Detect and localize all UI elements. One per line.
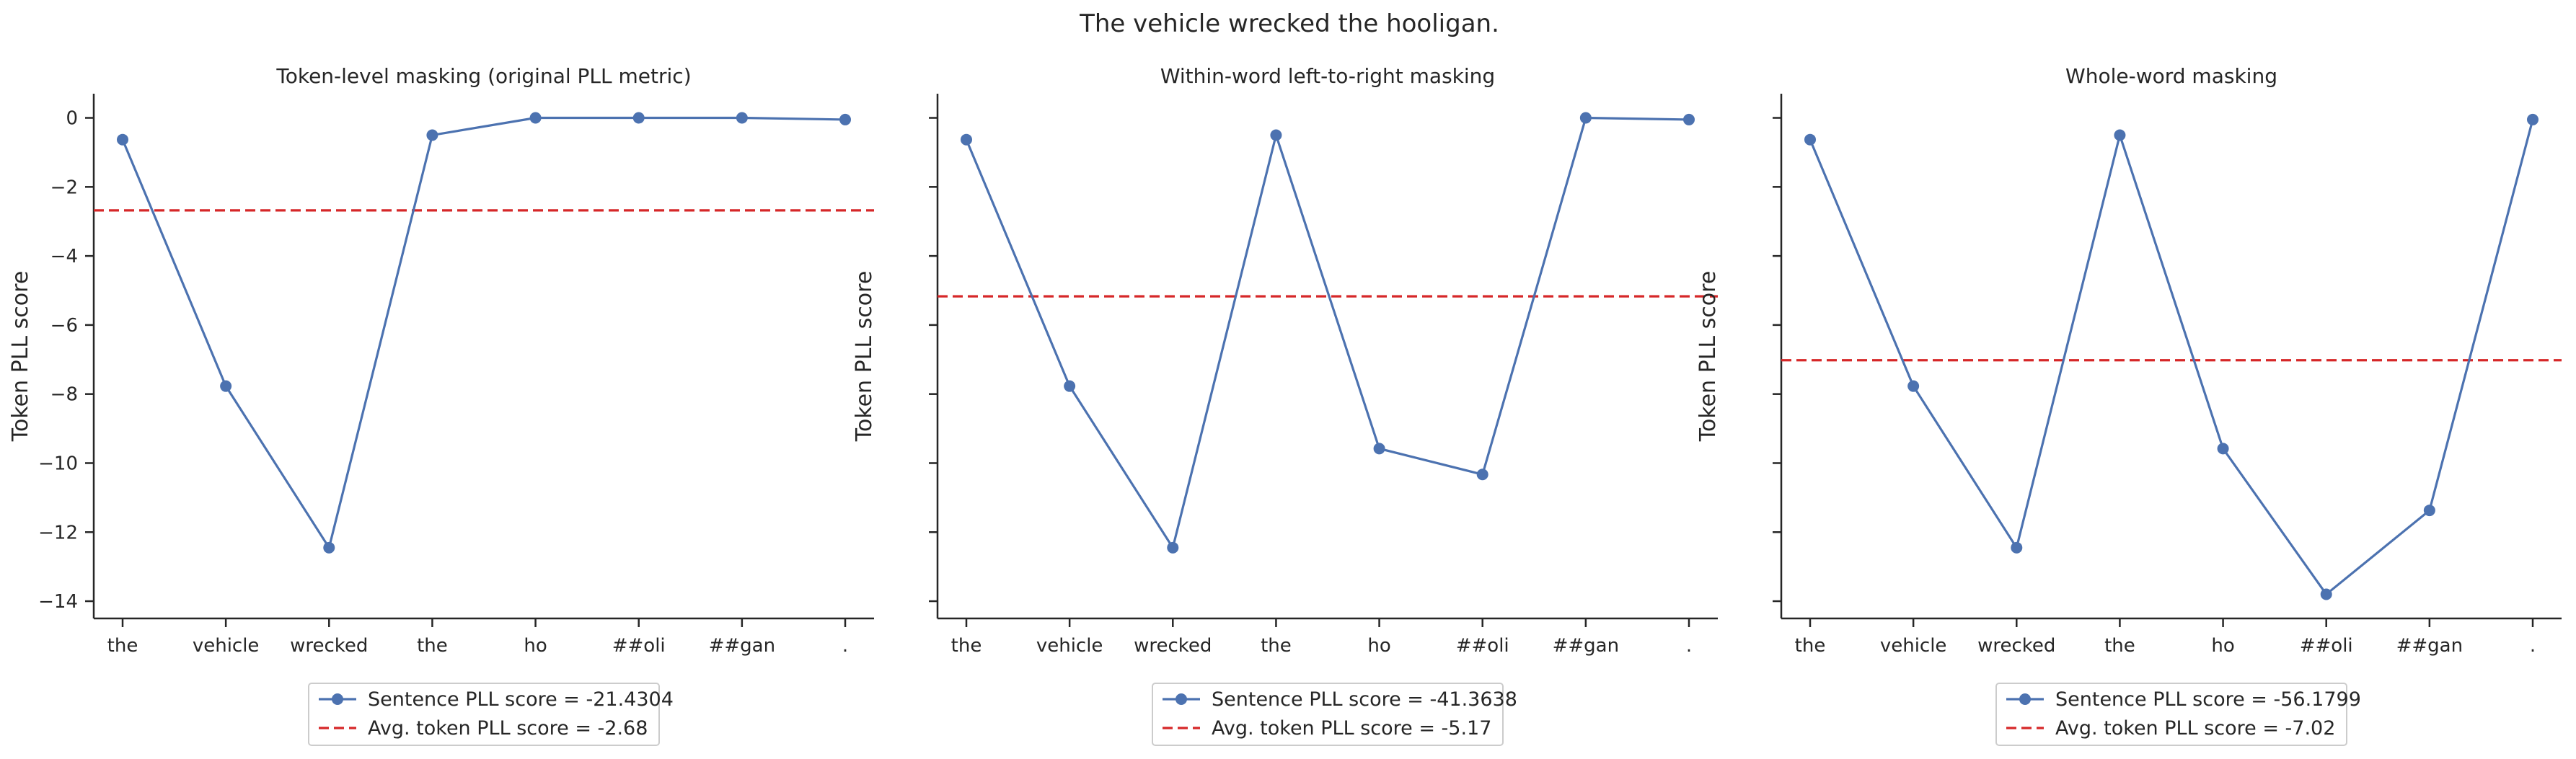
data-point [2320, 588, 2332, 600]
x-tick-label: the [2104, 635, 2135, 657]
y-tick-label: −2 [50, 177, 78, 198]
chart-panel-1: Token-level masking (original PLL metric… [8, 64, 874, 746]
data-point [1373, 443, 1385, 455]
legend-series-label: Sentence PLL score = -21.4304 [368, 688, 674, 711]
data-point [2011, 541, 2023, 554]
x-tick-label: ho [2211, 635, 2234, 657]
data-point [220, 380, 232, 392]
data-point [1804, 133, 1816, 146]
legend-series-label: Sentence PLL score = -41.3638 [1212, 688, 1517, 711]
data-point [1907, 380, 1920, 392]
x-tick-label: ##oli [612, 635, 666, 657]
x-tick-label: ##gan [1553, 635, 1620, 657]
y-tick-label: −8 [50, 384, 78, 406]
legend-avg-label: Avg. token PLL score = -2.68 [368, 717, 648, 740]
data-point [1270, 129, 1282, 141]
y-axis-label: Token PLL score [1695, 271, 1721, 443]
legend-series-marker [2019, 693, 2031, 705]
y-axis-label: Token PLL score [8, 271, 33, 443]
legend: Sentence PLL score = -41.3638 Avg. token … [1152, 683, 1517, 746]
chart-panel-2: Within-word left-to-right masking Token P… [852, 64, 1718, 746]
data-point [323, 541, 335, 554]
x-tick-label: ##gan [2396, 635, 2463, 657]
legend-series-marker [1175, 693, 1187, 705]
x-tick-label: ho [524, 635, 547, 657]
data-point [736, 112, 748, 124]
y-tick-label: −4 [50, 246, 78, 267]
x-tick-label: the [1795, 635, 1826, 657]
data-point [117, 133, 128, 146]
legend-series-label: Sentence PLL score = -56.1799 [2055, 688, 2361, 711]
data-point [2423, 505, 2435, 517]
series-line [121, 116, 846, 551]
series-line [1809, 119, 2534, 596]
y-tick-label: 0 [66, 108, 78, 130]
panel-title: Within-word left-to-right masking [1160, 64, 1495, 88]
legend-avg-label: Avg. token PLL score = -7.02 [2055, 717, 2335, 740]
x-tick-label: wrecked [1977, 635, 2055, 657]
x-tick-label: ##gan [709, 635, 776, 657]
x-tick-label: wrecked [290, 635, 368, 657]
x-tick-label: vehicle [1036, 635, 1103, 657]
legend-series-marker [332, 693, 343, 705]
legend-box [1995, 683, 2347, 746]
y-tick-label: −12 [38, 522, 78, 543]
data-point [2527, 113, 2538, 125]
series-line [965, 116, 1690, 551]
x-tick-label: . [1686, 635, 1692, 657]
legend-avg-label: Avg. token PLL score = -5.17 [1212, 717, 1491, 740]
y-tick-label: −6 [50, 315, 78, 337]
data-point [1476, 469, 1488, 481]
y-axis-label: Token PLL score [852, 271, 877, 443]
x-tick-label: ##oli [1456, 635, 1509, 657]
data-point [1167, 541, 1179, 554]
data-point [426, 129, 438, 141]
data-point [961, 133, 972, 146]
x-tick-label: . [842, 635, 848, 657]
legend-box [1152, 683, 1504, 746]
legend-box [308, 683, 660, 746]
x-tick-label: the [107, 635, 138, 657]
data-point [632, 112, 645, 124]
data-point [529, 112, 542, 124]
figure-suptitle: The vehicle wrecked the hooligan. [1079, 9, 1499, 38]
chart-panel-3: Whole-word masking Token PLL score the vehi… [1695, 64, 2562, 746]
x-tick-label: vehicle [193, 635, 260, 657]
x-tick-label: vehicle [1880, 635, 1947, 657]
x-tick-label: the [951, 635, 982, 657]
data-point [1579, 112, 1592, 124]
legend: Sentence PLL score = -56.1799 Avg. token … [1995, 683, 2361, 746]
data-point [2217, 443, 2229, 455]
x-tick-label: . [2530, 635, 2536, 657]
panel-title: Whole-word masking [2065, 64, 2277, 88]
x-tick-label: ##oli [2300, 635, 2353, 657]
y-tick-label: −14 [38, 591, 78, 613]
x-tick-label: the [1261, 635, 1292, 657]
x-tick-label: ho [1367, 635, 1390, 657]
legend: Sentence PLL score = -21.4304 Avg. token … [308, 683, 674, 746]
panel-title: Token-level masking (original PLL metric… [275, 64, 691, 88]
x-tick-label: wrecked [1134, 635, 1212, 657]
data-point [839, 113, 851, 125]
y-tick-label: −10 [38, 453, 78, 474]
data-point [1064, 380, 1076, 392]
x-tick-label: the [417, 635, 448, 657]
data-point [1683, 113, 1695, 125]
data-point [2114, 129, 2126, 141]
